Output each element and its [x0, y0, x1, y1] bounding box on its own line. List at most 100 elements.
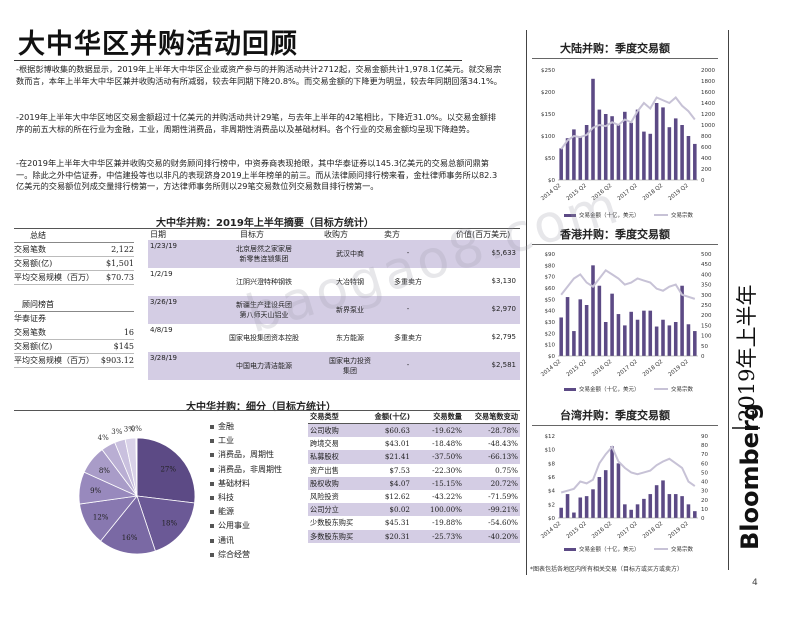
pie-label: 27%: [160, 465, 176, 473]
legend-item: 基础材料: [210, 477, 282, 491]
legend-item: 金融: [210, 420, 282, 434]
deal-type-row: 风险投资 $12.62 -43.22% -71.59%: [308, 490, 520, 503]
advisor-label: 交易额(亿): [14, 342, 53, 351]
deal-type-change: 20.72%: [490, 478, 518, 488]
totals-row: 交易额(亿) $1,501: [14, 257, 134, 271]
deal-acquirer: 新界泵业: [336, 306, 364, 314]
deal-type-row: 私募股权 $21.41 -37.50% -66.13%: [308, 450, 520, 464]
bar: [648, 494, 653, 518]
sector-title: 大中华并购：细分（目标方统计）: [186, 402, 336, 413]
page-title: 大中华区并购活动回顾: [18, 29, 298, 60]
deal-type-name: 公司收购: [310, 426, 339, 435]
bar: [680, 125, 684, 180]
x-tick-label: 2014 Q2: [540, 359, 562, 378]
deal-value: $3,130: [491, 277, 517, 285]
taiwan-chart-title: 台湾并购：季度交易额: [560, 409, 670, 422]
y2-tick-label: 1400: [701, 101, 715, 107]
x-tick-label: 2018 Q2: [642, 521, 664, 540]
x-tick-label: 2014 Q2: [540, 183, 562, 202]
bar: [686, 324, 691, 356]
y-tick-label: $0: [548, 516, 555, 522]
legend-swatch: [210, 524, 214, 529]
deal-value: $2,970: [491, 305, 517, 313]
deal-seller: 多重卖方: [394, 334, 422, 342]
bar: [635, 504, 640, 518]
deal-row: 1/2/19 江阴兴澄特种钢铁 大冶特钢 多重卖方 $3,130: [148, 268, 520, 296]
x-tick-label: 2015 Q2: [566, 359, 588, 378]
advisor-label: 交易笔数: [14, 328, 46, 337]
x-tick-label: 2016 Q2: [591, 183, 613, 202]
title-divider: [14, 60, 462, 61]
bar: [680, 496, 684, 518]
deal-row: 1/23/19 北京居然之家家居 新零售连锁集团 武汉中商 - $5,633: [148, 240, 520, 268]
y2-tick-label: 1600: [701, 90, 715, 96]
y2-tick-label: 450: [701, 262, 712, 268]
bar: [565, 297, 570, 356]
advisor-name: 华泰证券: [14, 314, 46, 323]
deal-type-row: 资产出售 $7.53 -22.30% 0.75%: [308, 464, 520, 477]
bar: [565, 494, 570, 518]
deal-type-row: 少数股东购买 $45.31 -19.88% -54.60%: [308, 516, 520, 529]
bar: [642, 310, 646, 356]
pie-slice: [136, 495, 196, 552]
bloomberg-logo: Bloomberg: [736, 403, 764, 550]
y2-tick-label: 400: [701, 156, 712, 162]
legend-item: 消费品，非周期性: [210, 463, 282, 477]
bar: [629, 311, 633, 356]
deal-date: 3/28/19: [150, 354, 177, 362]
pie-label: 0%: [131, 425, 142, 433]
y2-tick-label: 50: [701, 470, 708, 476]
bar: [584, 125, 589, 180]
pie-legend: 金融 工业 消费品，周期性 消费品，非周期性 基础材料 科技 能源 公用事业 通…: [210, 420, 282, 562]
advisor-value: $903.12: [100, 356, 134, 365]
y-tick-label: $150: [541, 112, 555, 118]
totals-row: 交易笔数 2,122: [14, 243, 134, 257]
y2-tick-label: 100: [701, 334, 712, 340]
deal-value: $2,581: [491, 361, 517, 369]
legend-item: 能源: [210, 505, 282, 519]
legend-swatch: [210, 538, 214, 543]
deal-type-name: 多数股东购买: [310, 531, 354, 541]
y2-tick-label: 90: [701, 434, 708, 440]
bar: [559, 507, 563, 518]
bar: [635, 109, 640, 180]
legend-swatch: [210, 467, 214, 472]
bar: [642, 131, 646, 180]
y-tick-label: $12: [545, 434, 556, 440]
mainland-chart-title: 大陆并购：季度交易额: [560, 42, 670, 55]
taiwan-quarterly-chart: $0 $2 $4 $6 $8 $10 $12 0 10 20 30 40 50 60 70 80 90 2014 …: [540, 434, 708, 553]
pie-label: 16%: [122, 534, 138, 542]
deal-type-change: -48.43%: [488, 439, 518, 449]
bar: [654, 103, 659, 180]
column-divider: [526, 30, 527, 575]
deal-type-amount: $60.63: [384, 426, 410, 435]
deal-seller: 多重卖方: [394, 278, 422, 286]
pie-label: 18%: [162, 519, 178, 527]
deals-header: 日期 目标方 收购方 卖方 价值(百万美元): [148, 229, 520, 240]
pie-slice: [135, 437, 138, 497]
deal-type-count: -19.62%: [432, 426, 462, 435]
y-tick-label: $6: [548, 475, 555, 481]
y2-tick-label: 0: [701, 178, 705, 184]
advisor-header: 顾问榜首: [14, 298, 134, 312]
deal-type-count: -22.30%: [432, 465, 462, 475]
y-tick-label: $100: [541, 134, 555, 140]
deal-count-line: [560, 268, 696, 300]
deal-type-count: -19.88%: [432, 518, 462, 528]
deal-type-change: -54.60%: [488, 518, 518, 528]
y-tick-label: $0: [548, 178, 555, 184]
deal-type-name: 股权收购: [310, 478, 339, 488]
y-tick-label: $20: [545, 331, 556, 337]
x-tick-label: 2019 Q2: [667, 359, 689, 378]
deals-header-target: 目标方: [240, 230, 264, 239]
legend-line-label: 交易宗数: [671, 385, 694, 393]
bar: [610, 116, 614, 180]
legend-bar-swatch: [564, 548, 576, 551]
y2-tick-label: 200: [701, 313, 712, 319]
totals-label: 交易额(亿): [14, 259, 53, 268]
deal-type-amount: $4.07: [389, 478, 410, 488]
mainland-chart-divider: [532, 58, 718, 59]
totals-label: 交易笔数: [14, 245, 46, 254]
x-tick-label: 2017 Q2: [617, 521, 639, 540]
x-tick-label: 2019 Q2: [667, 183, 689, 202]
